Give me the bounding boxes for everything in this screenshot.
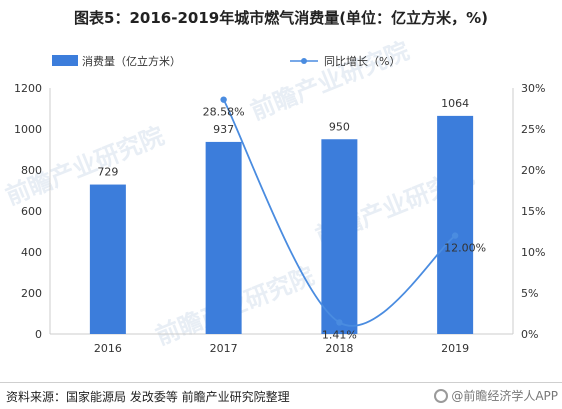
y-right-tick-label: 20% xyxy=(521,164,545,177)
bar-value-label: 1064 xyxy=(441,97,469,110)
y-right-tick-label: 25% xyxy=(521,123,545,136)
chart-area: 前瞻产业研究院前瞻产业研究院前瞻产业研究院前瞻产业研究院消费量（亿立方米）同比增… xyxy=(2,37,546,355)
growth-line xyxy=(222,99,456,327)
x-tick-label: 2018 xyxy=(325,342,353,355)
y-right-tick-label: 15% xyxy=(521,205,545,218)
growth-point xyxy=(220,96,227,103)
bar xyxy=(89,184,126,334)
y-left-tick-label: 200 xyxy=(21,287,42,300)
y-right-tick-label: 10% xyxy=(521,246,545,259)
x-tick-label: 2016 xyxy=(94,342,122,355)
growth-point xyxy=(336,319,343,326)
y-left-tick-label: 1200 xyxy=(14,82,42,95)
bar-value-label: 950 xyxy=(329,120,350,133)
y-left-tick-label: 800 xyxy=(21,164,42,177)
bar-value-label: 729 xyxy=(97,166,118,179)
y-left-tick-label: 1000 xyxy=(14,123,42,136)
legend-bar-label: 消费量（亿立方米） xyxy=(82,54,181,68)
y-right-tick-label: 5% xyxy=(521,287,538,300)
y-right-tick-label: 0% xyxy=(521,328,538,341)
growth-value-label: 28.58% xyxy=(203,106,245,119)
y-left-tick-label: 400 xyxy=(21,246,42,259)
brand-credit: @前瞻经济学人APP xyxy=(434,387,558,404)
growth-value-label: 1.41% xyxy=(322,328,357,341)
watermark-text-1: 前瞻产业研究院 xyxy=(247,37,413,126)
x-tick-label: 2019 xyxy=(441,342,469,355)
footer: 资料来源：国家能源局 发改委等 前瞻产业研究院整理 @前瞻经济学人APP xyxy=(0,382,562,409)
y-left-tick-label: 600 xyxy=(21,205,42,218)
chart-title: 图表5：2016-2019年城市燃气消费量(单位：亿立方米，%) xyxy=(74,9,488,27)
y-left-tick-label: 0 xyxy=(35,328,42,341)
brand-text: @前瞻经济学人APP xyxy=(451,389,558,403)
legend-line-label: 同比增长（%） xyxy=(324,54,400,68)
legend-line-marker xyxy=(301,58,307,64)
legend-bar-swatch xyxy=(52,55,78,66)
y-right-tick-label: 30% xyxy=(521,82,545,95)
growth-point xyxy=(451,232,459,239)
growth-value-label: 12.00% xyxy=(444,242,486,255)
x-tick-label: 2017 xyxy=(210,342,238,355)
brand-logo-icon xyxy=(434,388,449,403)
bar xyxy=(321,139,358,334)
bar xyxy=(437,115,474,334)
source-note: 资料来源：国家能源局 发改委等 前瞻产业研究院整理 xyxy=(6,390,290,404)
bar xyxy=(205,141,242,334)
bar-value-label: 937 xyxy=(213,123,234,136)
